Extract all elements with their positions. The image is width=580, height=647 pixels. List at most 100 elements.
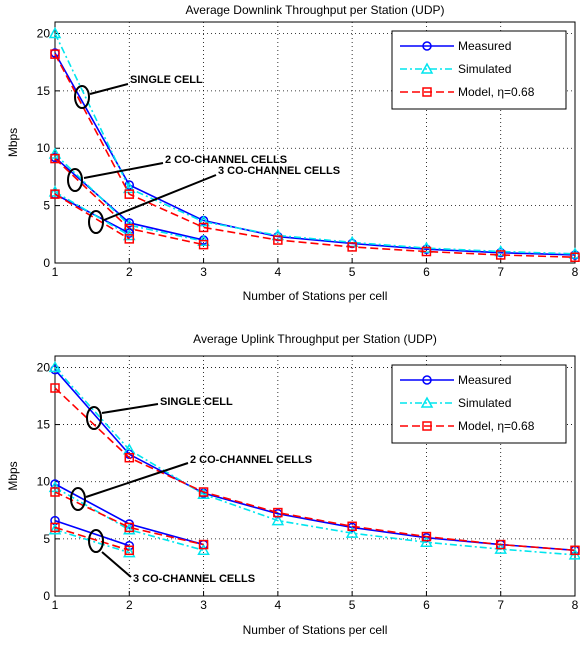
series-line-model xyxy=(54,491,204,546)
data-point-simulated xyxy=(197,543,210,556)
series-line-model xyxy=(54,193,130,240)
series-line-simulated xyxy=(54,33,576,255)
x-tick-label: 4 xyxy=(275,265,282,279)
series-model-three xyxy=(50,189,135,244)
data-point-model xyxy=(124,234,135,244)
legend-marker-simulated xyxy=(420,396,434,408)
annotation-pointer xyxy=(85,462,189,498)
x-tick-label: 6 xyxy=(423,265,430,279)
chart-1: Average Downlink Throughput per Station … xyxy=(6,3,580,303)
annotation-single: SINGLE CELL xyxy=(74,74,203,109)
data-point-simulated xyxy=(123,546,136,558)
legend: Measured Simulated Model, η=0.68 xyxy=(391,30,567,110)
series-model-two xyxy=(50,487,209,550)
data-point-simulated xyxy=(48,185,62,197)
series-line-simulated xyxy=(54,528,130,554)
series-line-simulated xyxy=(54,153,204,242)
series-model-single xyxy=(50,383,580,556)
y-axis-label: Mbps xyxy=(6,461,20,490)
data-point-model xyxy=(198,239,209,250)
x-tick-label: 1 xyxy=(52,598,59,612)
data-point-model xyxy=(570,252,580,263)
data-point-model xyxy=(50,49,60,59)
annotation-three: 3 CO-CHANNEL CELLS xyxy=(88,165,340,234)
y-tick-label: 20 xyxy=(37,26,51,40)
legend-label-model: Model, η=0.68 xyxy=(458,419,535,433)
series-line-simulated xyxy=(54,366,576,556)
y-tick-label: 0 xyxy=(43,589,50,603)
annotation-label: SINGLE CELL xyxy=(130,74,203,86)
y-tick-label: 15 xyxy=(37,84,51,98)
legend-box xyxy=(391,30,567,110)
y-tick-label: 5 xyxy=(43,532,50,546)
chart-title: Average Downlink Throughput per Station … xyxy=(185,3,444,17)
data-point-model xyxy=(347,521,357,532)
legend-marker-simulated xyxy=(420,62,434,74)
x-tick-label: 7 xyxy=(497,265,504,279)
y-tick-label: 5 xyxy=(43,199,50,213)
x-tick-label: 2 xyxy=(126,265,133,279)
legend: Measured Simulated Model, η=0.68 xyxy=(391,364,567,444)
legend-marker-measured xyxy=(422,41,432,51)
legend-box xyxy=(391,364,567,444)
data-point-simulated xyxy=(345,526,359,538)
annotation-ellipse xyxy=(88,529,104,553)
legend-label-model: Model, η=0.68 xyxy=(458,85,535,99)
annotation-three: 3 CO-CHANNEL CELLS xyxy=(88,529,255,585)
y-tick-label: 20 xyxy=(37,360,51,374)
series-line-simulated xyxy=(54,486,204,552)
data-point-model xyxy=(124,452,135,463)
x-tick-label: 7 xyxy=(497,598,504,612)
data-point-simulated xyxy=(48,480,62,493)
annotation-pointer xyxy=(101,403,159,414)
annotation-pointer xyxy=(89,83,129,95)
chart-title: Average Uplink Throughput per Station (U… xyxy=(193,332,437,346)
data-point-model xyxy=(50,522,60,533)
data-point-model xyxy=(124,189,135,199)
x-tick-label: 1 xyxy=(52,265,59,279)
x-tick-label: 6 xyxy=(423,598,430,612)
legend-label-measured: Measured xyxy=(458,39,511,53)
data-point-model xyxy=(50,153,60,164)
legend-marker-model xyxy=(422,421,432,431)
data-point-model xyxy=(347,242,357,252)
x-axis-label: Number of Stations per cell xyxy=(243,289,388,303)
series-model-three xyxy=(50,522,135,556)
data-point-simulated xyxy=(48,26,62,39)
data-point-model xyxy=(124,522,135,533)
data-point-model xyxy=(50,487,60,497)
y-axis-label: Mbps xyxy=(6,128,20,157)
series-line-measured xyxy=(54,52,576,256)
data-point-model xyxy=(198,539,209,550)
data-point-model xyxy=(421,246,432,257)
annotation-ellipse xyxy=(67,168,83,192)
legend-label-simulated: Simulated xyxy=(458,396,511,410)
annotation-label: 2 CO-CHANNEL CELLS xyxy=(190,454,312,466)
legend-label-measured: Measured xyxy=(458,373,511,387)
data-point-model xyxy=(273,507,283,518)
data-point-model xyxy=(273,235,283,245)
annotation-ellipse xyxy=(74,85,90,109)
data-point-model xyxy=(421,531,432,542)
data-point-model xyxy=(50,383,60,393)
annotation-two: 2 CO-CHANNEL CELLS xyxy=(70,454,312,511)
series-simulated-single xyxy=(48,360,580,560)
annotation-label: 3 CO-CHANNEL CELLS xyxy=(218,165,340,177)
x-axis-label: Number of Stations per cell xyxy=(243,623,388,637)
x-tick-label: 8 xyxy=(572,265,579,279)
series-line-model xyxy=(54,53,576,259)
x-tick-label: 5 xyxy=(349,598,356,612)
series-line-simulated xyxy=(54,191,130,237)
series-model-single xyxy=(50,49,580,263)
data-point-model xyxy=(198,487,209,497)
annotation-ellipse xyxy=(88,210,104,234)
legend-marker-measured xyxy=(422,375,432,385)
x-tick-label: 4 xyxy=(275,598,282,612)
annotation-label: 3 CO-CHANNEL CELLS xyxy=(133,573,255,585)
data-point-simulated xyxy=(197,487,210,500)
annotation-two: 2 CO-CHANNEL CELLS xyxy=(67,154,287,192)
x-tick-label: 2 xyxy=(126,598,133,612)
data-point-model xyxy=(495,250,506,260)
y-tick-label: 0 xyxy=(43,256,50,270)
annotation-label: 2 CO-CHANNEL CELLS xyxy=(165,154,287,166)
